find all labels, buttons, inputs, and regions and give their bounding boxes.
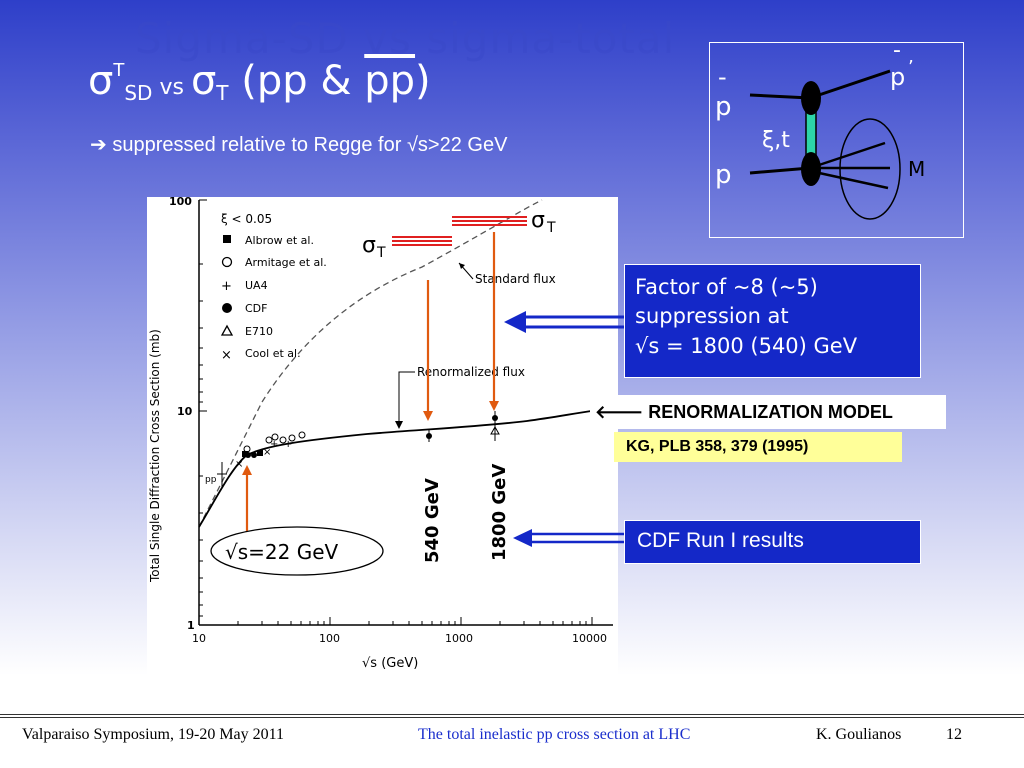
- pbar-bar: -: [718, 63, 727, 91]
- legend-item-ua4: UA4: [245, 279, 268, 292]
- ytick-1: 1: [187, 619, 195, 632]
- legend-triangle-icon: [220, 324, 234, 336]
- suppression-factor-box: Factor of ~8 (~5) suppression at √s = 18…: [624, 264, 921, 378]
- factor-line-3: √s = 1800 (540) GeV: [635, 333, 858, 358]
- factor-line-1: Factor of ~8 (~5): [635, 275, 818, 299]
- sd-cross-section-plot: 100 10 1 10 100 1000 10000 √s (GeV) Tota…: [147, 195, 618, 675]
- legend-plus-icon: +: [221, 279, 232, 294]
- kg-reference: KG, PLB 358, 379 (1995): [614, 432, 902, 462]
- standard-flux-label: Standard flux: [475, 272, 556, 286]
- legend-filled-circle-icon: [222, 303, 232, 313]
- svg-text:×: ×: [263, 447, 271, 458]
- standard-flux-curve: [198, 199, 543, 528]
- legend-item-cdf: CDF: [245, 302, 267, 315]
- ytick-10: 10: [177, 405, 193, 418]
- legend-item-armitage: Armitage et al.: [245, 256, 327, 269]
- y-ticks: [199, 199, 207, 626]
- legend-cross-icon: ×: [221, 348, 232, 363]
- double-arrow-cdf: [513, 529, 625, 547]
- xi-t-label: ξ,t: [762, 128, 790, 153]
- legend-xi-cut: ξ < 0.05: [221, 212, 272, 226]
- legend-square-icon: [223, 235, 231, 243]
- sigma-t-right-sub: T: [546, 220, 556, 236]
- sqrt-s-22-label: √s=22 GeV: [225, 540, 339, 564]
- data-points: × × + +: [217, 411, 500, 487]
- footer-page-number: 12: [946, 726, 962, 743]
- footer-author: K. Goulianos: [816, 726, 902, 743]
- legend-item-cool: Cool et al.: [245, 347, 301, 360]
- arrow-right-icon: ➔: [90, 134, 107, 156]
- ghost-title: Sigma-SD vs sigma-total: [135, 14, 676, 63]
- renormalized-flux-label: Renormalized flux: [417, 365, 525, 379]
- footer-divider-top: [0, 714, 1024, 715]
- legend-item-e710: E710: [245, 325, 273, 338]
- plot-legend: ξ < 0.05 Albrow et al. Armitage et al. +…: [220, 212, 327, 363]
- pbar-prime-bar: -: [893, 43, 901, 63]
- xtick-10: 10: [192, 632, 206, 645]
- cdf-results-box: CDF Run I results: [624, 520, 921, 564]
- sigma-t-bars: [392, 216, 527, 246]
- pbar-label: p: [715, 92, 732, 122]
- slide-title: σTSD vs σT (pp & pp): [88, 58, 431, 105]
- sqrt-s-22-ellipse: [210, 526, 384, 576]
- xtick-1000: 1000: [445, 632, 473, 645]
- xtick-100: 100: [319, 632, 340, 645]
- prime-mark: ’: [908, 57, 914, 78]
- x-axis-label: √s (GeV): [362, 656, 418, 671]
- svg-text:×: ×: [235, 459, 243, 470]
- arrow-540-head: [423, 411, 433, 421]
- pp-tag: pp: [205, 475, 217, 485]
- xtick-10000: 10000: [572, 632, 607, 645]
- legend-item-albrow: Albrow et al.: [245, 234, 314, 247]
- label-1800-gev: 1800 GeV: [489, 464, 510, 561]
- slide-subtitle: ➔ suppressed relative to Regge for √s>22…: [90, 134, 508, 156]
- arrow-22-head: [242, 465, 252, 475]
- renormalization-model-label: 🡐 RENORMALIZATION MODEL: [590, 395, 946, 429]
- ytick-100: 100: [169, 197, 192, 208]
- footer-talk-title[interactable]: The total inelastic pp cross section at …: [418, 726, 691, 743]
- diffraction-diagram: p - p p - ’ ξ,t M: [709, 38, 964, 238]
- arrow-1800-head: [489, 401, 499, 411]
- pbar-prime-label: p: [890, 63, 905, 91]
- svg-text:+: +: [284, 439, 292, 450]
- p-label: p: [715, 160, 732, 190]
- legend-open-circle-icon: [221, 256, 233, 268]
- x-ticks: [198, 617, 593, 625]
- svg-text:+: +: [270, 439, 278, 450]
- y-axis-label: Total Single Diffraction Cross Section (…: [148, 329, 162, 583]
- double-arrow-factor: [504, 311, 625, 333]
- renormalized-flux-curve: [198, 407, 614, 528]
- sigma-t-left-sub: T: [376, 245, 386, 261]
- factor-line-2: suppression at: [635, 304, 789, 329]
- sigma-t-left-label: σ: [362, 233, 376, 258]
- footer-event: Valparaiso Symposium, 19-20 May 2011: [22, 726, 285, 743]
- mass-label: M: [908, 157, 925, 181]
- label-540-gev: 540 GeV: [422, 478, 443, 563]
- sigma-t-right-label: σ: [531, 208, 545, 233]
- footer-divider-bottom: [0, 717, 1024, 718]
